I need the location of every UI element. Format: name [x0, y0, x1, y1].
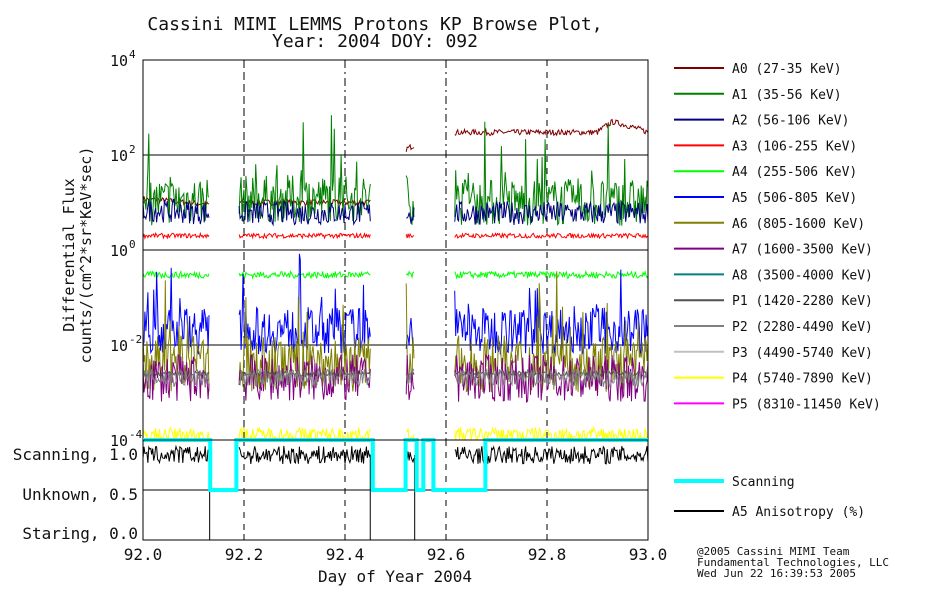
legend-item: P4 (5740-7890 KeV)	[674, 372, 873, 387]
y-tick-base: 10	[110, 147, 128, 165]
legend-label: A5 Anisotropy (%)	[732, 505, 865, 520]
legend-item: P3 (4490-5740 KeV)	[674, 346, 873, 361]
x-tick-label: 92.6	[427, 545, 466, 564]
scanning-line	[143, 438, 648, 492]
y-axis-label: Differential Flux	[60, 178, 78, 332]
y-tick-exponent: -2	[129, 333, 142, 346]
legend-label: P3 (4490-5740 KeV)	[732, 346, 873, 361]
y-tick: 10 2	[110, 143, 136, 165]
x-tick-label: 92.4	[326, 545, 365, 564]
y-tick: 10 4	[110, 48, 136, 70]
legend-label: P2 (2280-4490 KeV)	[732, 320, 873, 335]
y-tick-exponent: 4	[129, 48, 136, 61]
legend-label: P5 (8310-11450 KeV)	[732, 397, 881, 412]
series-line-1	[142, 115, 649, 227]
x-axis-label: Day of Year 2004	[318, 567, 472, 586]
y-tick-unknown: Unknown, 0.5	[22, 485, 138, 504]
series-line-5	[142, 253, 649, 356]
y-tick: 10 -2	[110, 333, 142, 355]
y-tick-base: 10	[110, 52, 128, 70]
legend-label: A4 (255-506 KeV)	[732, 165, 857, 180]
legend-lower: Scanning A5 Anisotropy (%)	[674, 475, 865, 520]
x-tick-label: 92.0	[124, 545, 163, 564]
legend-label: A7 (1600-3500 KeV)	[732, 243, 873, 258]
legend-label: A1 (35-56 KeV)	[732, 88, 842, 103]
legend-item: P1 (1420-2280 KeV)	[674, 294, 873, 309]
series-line-9	[142, 369, 649, 378]
legend-label: A8 (3500-4000 KeV)	[732, 268, 873, 283]
chart-title: Cassini MIMI LEMMS Protons KP Browse Plo…	[147, 14, 602, 35]
series-line-4	[142, 269, 649, 280]
legend-item: A6 (805-1600 KeV)	[674, 217, 865, 232]
legend-item: A8 (3500-4000 KeV)	[674, 268, 873, 283]
series-line-3	[142, 231, 649, 240]
legend-item: P2 (2280-4490 KeV)	[674, 320, 873, 335]
series-line-6	[142, 271, 649, 394]
series-line-10	[142, 367, 649, 390]
legend-item: A5 Anisotropy (%)	[674, 505, 865, 520]
y-tick: 10 0	[110, 238, 136, 260]
scanning-panel: Scanning, 1.0 Unknown, 0.5 Staring, 0.0	[13, 438, 649, 543]
footer-company: Fundamental Technologies, LLC	[697, 556, 889, 569]
series-line-0	[142, 118, 649, 208]
y-tick-exponent: 2	[129, 143, 136, 156]
anisotropy-line	[142, 444, 649, 465]
legend-label: A3 (106-255 KeV)	[732, 139, 857, 154]
legend-item: A0 (27-35 KeV)	[674, 62, 842, 77]
x-tick-label: 92.8	[528, 545, 567, 564]
y-tick-exponent: -4	[129, 428, 143, 441]
chart-subtitle: Year: 2004 DOY: 092	[272, 31, 478, 52]
legend: A0 (27-35 KeV) A1 (35-56 KeV) A2 (56-106 K…	[674, 62, 881, 412]
legend-item: A3 (106-255 KeV)	[674, 139, 857, 154]
legend-label: A5 (506-805 KeV)	[732, 191, 857, 206]
y-tick-scanning: Scanning, 1.0	[13, 445, 138, 464]
series-line-2	[142, 198, 649, 227]
legend-label: A6 (805-1600 KeV)	[732, 217, 865, 232]
legend-item: A7 (1600-3500 KeV)	[674, 243, 873, 258]
x-tick-label: 93.0	[629, 545, 668, 564]
legend-label: A0 (27-35 KeV)	[732, 62, 842, 77]
y-tick-exponent: 0	[129, 238, 136, 251]
y-tick-base: 10	[110, 337, 128, 355]
legend-item: A4 (255-506 KeV)	[674, 165, 857, 180]
scanning-panel-frame	[142, 439, 649, 541]
legend-label: P4 (5740-7890 KeV)	[732, 372, 873, 387]
legend-label: A2 (56-106 KeV)	[732, 114, 849, 129]
y-tick: 10 -4	[110, 428, 143, 450]
legend-item: Scanning	[674, 475, 795, 490]
legend-item: P5 (8310-11450 KeV)	[674, 397, 881, 412]
flux-series	[142, 115, 649, 442]
y-axis-units: counts/(cm^2*sr*KeV*sec)	[77, 147, 95, 364]
footer-copyright: @2005 Cassini MIMI Team	[697, 545, 850, 558]
y-tick-base: 10	[110, 432, 128, 450]
y-tick-staring: Staring, 0.0	[22, 524, 138, 543]
legend-item: A2 (56-106 KeV)	[674, 114, 849, 129]
x-axis-ticks: 92.0 92.2 92.4 92.6 92.8 93.0	[124, 60, 668, 564]
footer-timestamp: Wed Jun 22 16:39:53 2005	[697, 567, 856, 580]
legend-label: Scanning	[732, 475, 795, 490]
y-tick-base: 10	[110, 242, 128, 260]
legend-item: A5 (506-805 KeV)	[674, 191, 857, 206]
legend-item: A1 (35-56 KeV)	[674, 88, 842, 103]
legend-label: P1 (1420-2280 KeV)	[732, 294, 873, 309]
x-tick-label: 92.2	[225, 545, 264, 564]
